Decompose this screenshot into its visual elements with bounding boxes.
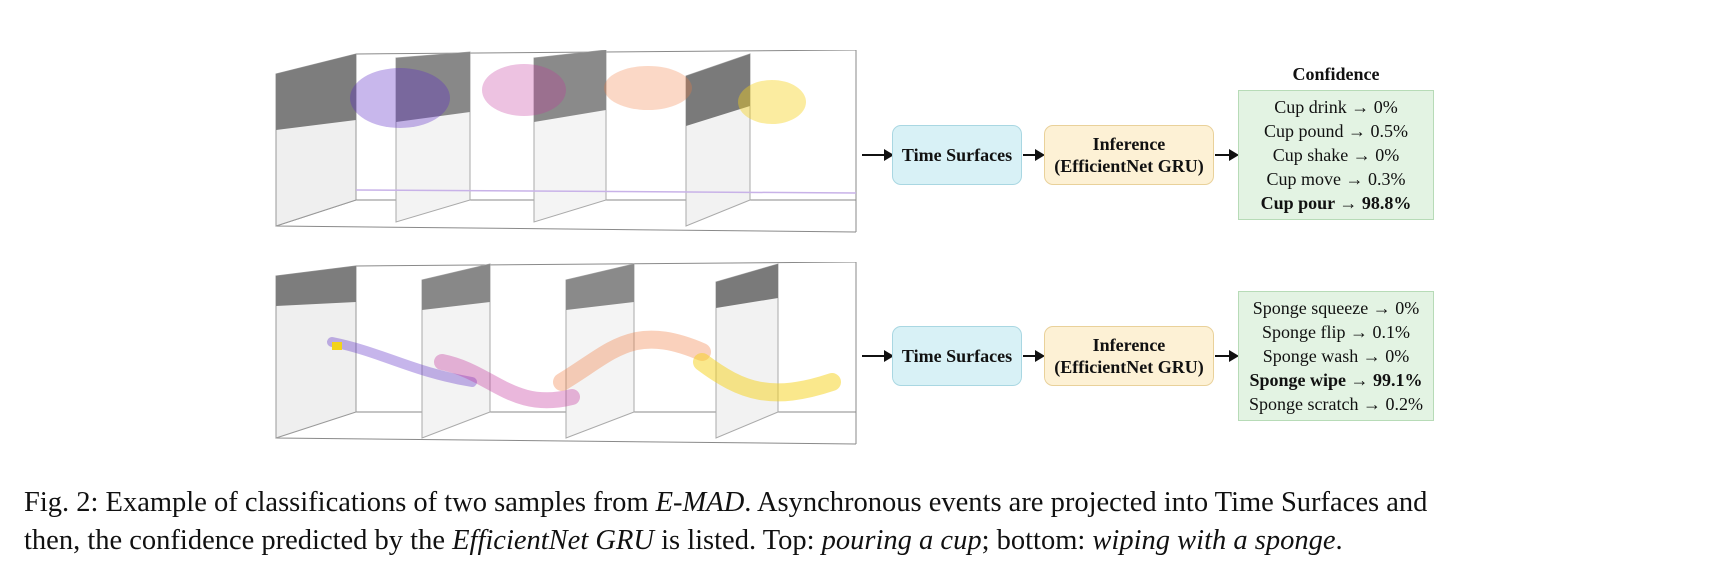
frame-4	[715, 263, 779, 439]
inference-model-label: (EfficientNet GRU)	[1054, 357, 1204, 377]
time-surfaces-box-top: Time Surfaces	[892, 125, 1022, 185]
confidence-box-top: Cup drink → 0% Cup pound → 0.5% Cup shak…	[1238, 90, 1434, 220]
confidence-row: Sponge flip → 0.1%	[1262, 322, 1410, 342]
frame-4	[685, 53, 751, 227]
confidence-row: Cup pound → 0.5%	[1264, 121, 1408, 141]
time-surfaces-label: Time Surfaces	[901, 346, 1013, 366]
frame-2	[421, 263, 491, 439]
inference-label: Inference	[1092, 134, 1166, 154]
confidence-title: Confidence	[1292, 64, 1380, 84]
caption-text: .	[1335, 525, 1343, 556]
time-surfaces-label: Time Surfaces	[901, 145, 1013, 165]
confidence-row-top-prediction: Cup pour → 98.8%	[1260, 193, 1412, 213]
time-surfaces-box-bottom: Time Surfaces	[892, 326, 1022, 386]
frame-1	[275, 265, 357, 439]
confidence-row: Cup shake → 0%	[1272, 145, 1400, 165]
caption-text: then, the confidence predicted by the	[24, 525, 453, 556]
caption-dataset-name: E-MAD	[655, 487, 745, 518]
confidence-row-top-prediction: Sponge wipe → 99.1%	[1249, 370, 1423, 390]
caption-bottom-sample: wiping with a sponge	[1092, 525, 1336, 556]
frame-3	[565, 263, 635, 439]
frame-1	[275, 53, 357, 227]
confidence-row: Sponge wash → 0%	[1262, 346, 1410, 366]
inference-box-bottom: Inference (EfficientNet GRU)	[1044, 326, 1214, 386]
event-volume-wiping	[275, 262, 857, 445]
confidence-row: Cup drink → 0%	[1274, 97, 1398, 117]
caption-text: . Asynchronous events are projected into…	[744, 487, 1428, 518]
figure-caption: Fig. 2: Example of classifications of tw…	[24, 484, 1696, 560]
caption-text: ; bottom:	[981, 525, 1093, 556]
inference-label: Inference	[1092, 335, 1166, 355]
confidence-box-bottom: Sponge squeeze → 0% Sponge flip → 0.1% S…	[1238, 291, 1434, 421]
arrow-volume-to-ts-top	[862, 149, 894, 161]
inference-model-label: (EfficientNet GRU)	[1054, 156, 1204, 176]
caption-text: is listed. Top:	[653, 525, 822, 556]
arrow-ts-to-inference-bottom	[1023, 350, 1045, 362]
confidence-row: Sponge scratch → 0.2%	[1249, 394, 1423, 414]
caption-top-sample: pouring a cup	[821, 525, 982, 556]
arrow-inference-to-confidence-bottom	[1215, 350, 1239, 362]
arrow-ts-to-inference-top	[1023, 149, 1045, 161]
arrow-volume-to-ts-bottom	[862, 350, 894, 362]
arrow-inference-to-confidence-top	[1215, 149, 1239, 161]
confidence-row: Cup move → 0.3%	[1266, 169, 1406, 189]
confidence-row: Sponge squeeze → 0%	[1252, 298, 1420, 318]
inference-box-top: Inference (EfficientNet GRU)	[1044, 125, 1214, 185]
figure: Time Surfaces Inference (EfficientNet GR…	[275, 50, 1434, 445]
caption-text: Fig. 2: Example of classifications of tw…	[24, 487, 656, 518]
event-volume-pouring	[275, 50, 857, 233]
caption-line-2: then, the confidence predicted by the Ef…	[24, 522, 1696, 560]
frame-2	[395, 51, 471, 223]
frame-3	[533, 50, 607, 223]
caption-model-name: EfficientNet GRU	[452, 525, 654, 556]
caption-line-1: Fig. 2: Example of classifications of tw…	[24, 484, 1696, 522]
